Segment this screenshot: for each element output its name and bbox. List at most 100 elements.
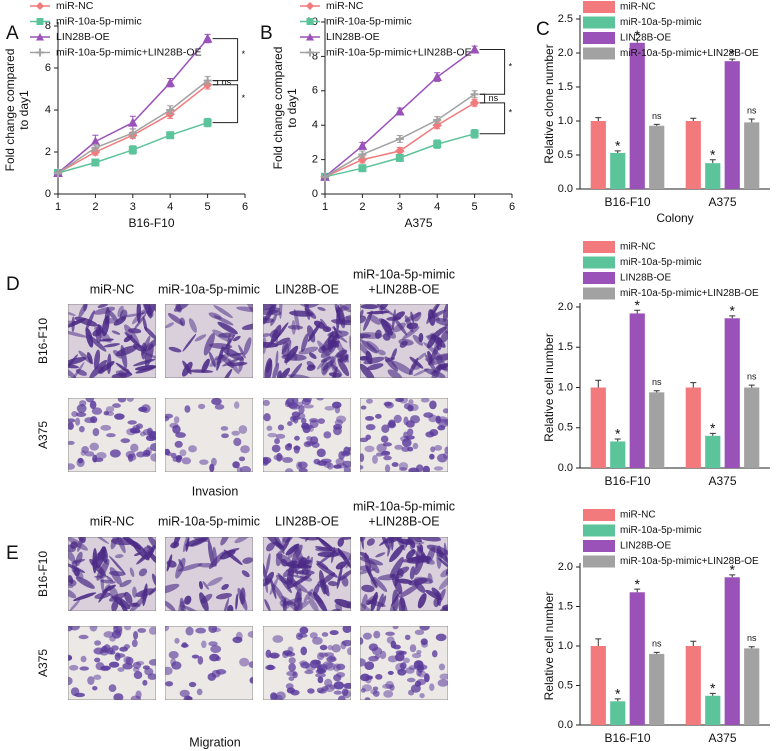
cell xyxy=(323,652,335,657)
cell xyxy=(94,640,102,646)
legend-swatch xyxy=(583,540,615,552)
legend-label: LIN28B-OE xyxy=(620,541,671,552)
cell xyxy=(179,689,190,698)
x-tick-label: 1 xyxy=(55,201,61,213)
marker xyxy=(166,131,175,140)
cell xyxy=(293,309,300,331)
column-label: LIN28B-OE xyxy=(275,282,339,296)
cell xyxy=(201,358,210,373)
cell xyxy=(75,576,95,589)
cell xyxy=(116,537,126,554)
marker xyxy=(395,134,404,143)
cell xyxy=(437,679,448,687)
cell xyxy=(437,557,448,574)
cell xyxy=(360,309,364,318)
cell xyxy=(271,444,281,453)
cell xyxy=(335,602,343,611)
cell xyxy=(365,423,376,431)
cell xyxy=(416,537,442,542)
significance: ns xyxy=(652,111,662,121)
cell xyxy=(324,584,329,595)
cell xyxy=(108,661,120,668)
cell xyxy=(75,551,83,567)
cell xyxy=(272,362,280,378)
micrograph xyxy=(68,537,156,611)
cell xyxy=(327,581,338,587)
cell xyxy=(320,458,332,464)
cell xyxy=(384,401,394,409)
bar xyxy=(744,387,760,468)
micrograph xyxy=(165,626,253,700)
cell xyxy=(239,657,250,667)
cell xyxy=(430,446,436,453)
cell xyxy=(263,307,281,315)
cell xyxy=(383,455,392,461)
cell xyxy=(131,309,146,325)
cell xyxy=(377,349,386,356)
cell xyxy=(442,408,448,414)
column-label: miR-NC xyxy=(90,514,134,528)
cell xyxy=(340,314,351,324)
marker xyxy=(469,44,480,54)
cell xyxy=(231,430,240,436)
bracket xyxy=(479,93,486,104)
cell xyxy=(135,588,155,598)
cell xyxy=(119,579,132,588)
cell xyxy=(92,685,98,691)
annotation: * xyxy=(509,108,513,118)
cell xyxy=(113,316,127,326)
cell xyxy=(282,457,293,463)
cell xyxy=(76,404,87,413)
cell xyxy=(68,654,73,661)
cell xyxy=(317,418,325,425)
cell xyxy=(316,398,324,401)
marker xyxy=(54,169,62,177)
micrograph xyxy=(360,537,448,611)
cell xyxy=(286,687,296,694)
cell xyxy=(179,317,186,327)
cell xyxy=(210,457,217,467)
significance: * xyxy=(635,297,641,313)
cell xyxy=(142,679,148,686)
cell xyxy=(374,329,382,339)
cell xyxy=(113,693,124,700)
cell xyxy=(106,411,115,416)
error-bar xyxy=(729,315,736,319)
cell xyxy=(342,626,351,634)
micrograph xyxy=(165,304,253,378)
y-tick-label: 0.0 xyxy=(558,719,573,731)
cell xyxy=(327,340,340,348)
cell xyxy=(389,556,404,579)
cell xyxy=(185,626,194,636)
cell xyxy=(326,462,334,470)
cell xyxy=(310,659,321,665)
cell xyxy=(133,671,143,679)
cell xyxy=(417,593,427,609)
cell xyxy=(416,352,427,361)
cell xyxy=(241,570,250,578)
significance: * xyxy=(615,426,621,442)
cell xyxy=(390,591,401,607)
legend-swatch xyxy=(583,524,615,537)
cell xyxy=(235,631,243,641)
y-axis-label: Relative cell number xyxy=(542,592,556,701)
cell xyxy=(431,587,442,598)
cell xyxy=(239,587,246,605)
cell xyxy=(287,421,293,427)
cell xyxy=(263,333,271,337)
cell xyxy=(221,347,244,361)
cell xyxy=(393,644,401,650)
cell xyxy=(337,358,350,377)
cell xyxy=(144,667,154,676)
legend-label: miR-10a-5p-mimic xyxy=(56,15,142,27)
legend-label: miR-10a-5p-mimic xyxy=(620,257,702,268)
cell xyxy=(442,452,448,459)
cell xyxy=(263,413,271,422)
cell xyxy=(412,334,423,346)
cell xyxy=(83,304,88,312)
cell xyxy=(279,304,283,320)
cell xyxy=(281,339,292,355)
cell xyxy=(68,599,81,611)
cell xyxy=(222,597,230,611)
cell xyxy=(207,576,223,587)
